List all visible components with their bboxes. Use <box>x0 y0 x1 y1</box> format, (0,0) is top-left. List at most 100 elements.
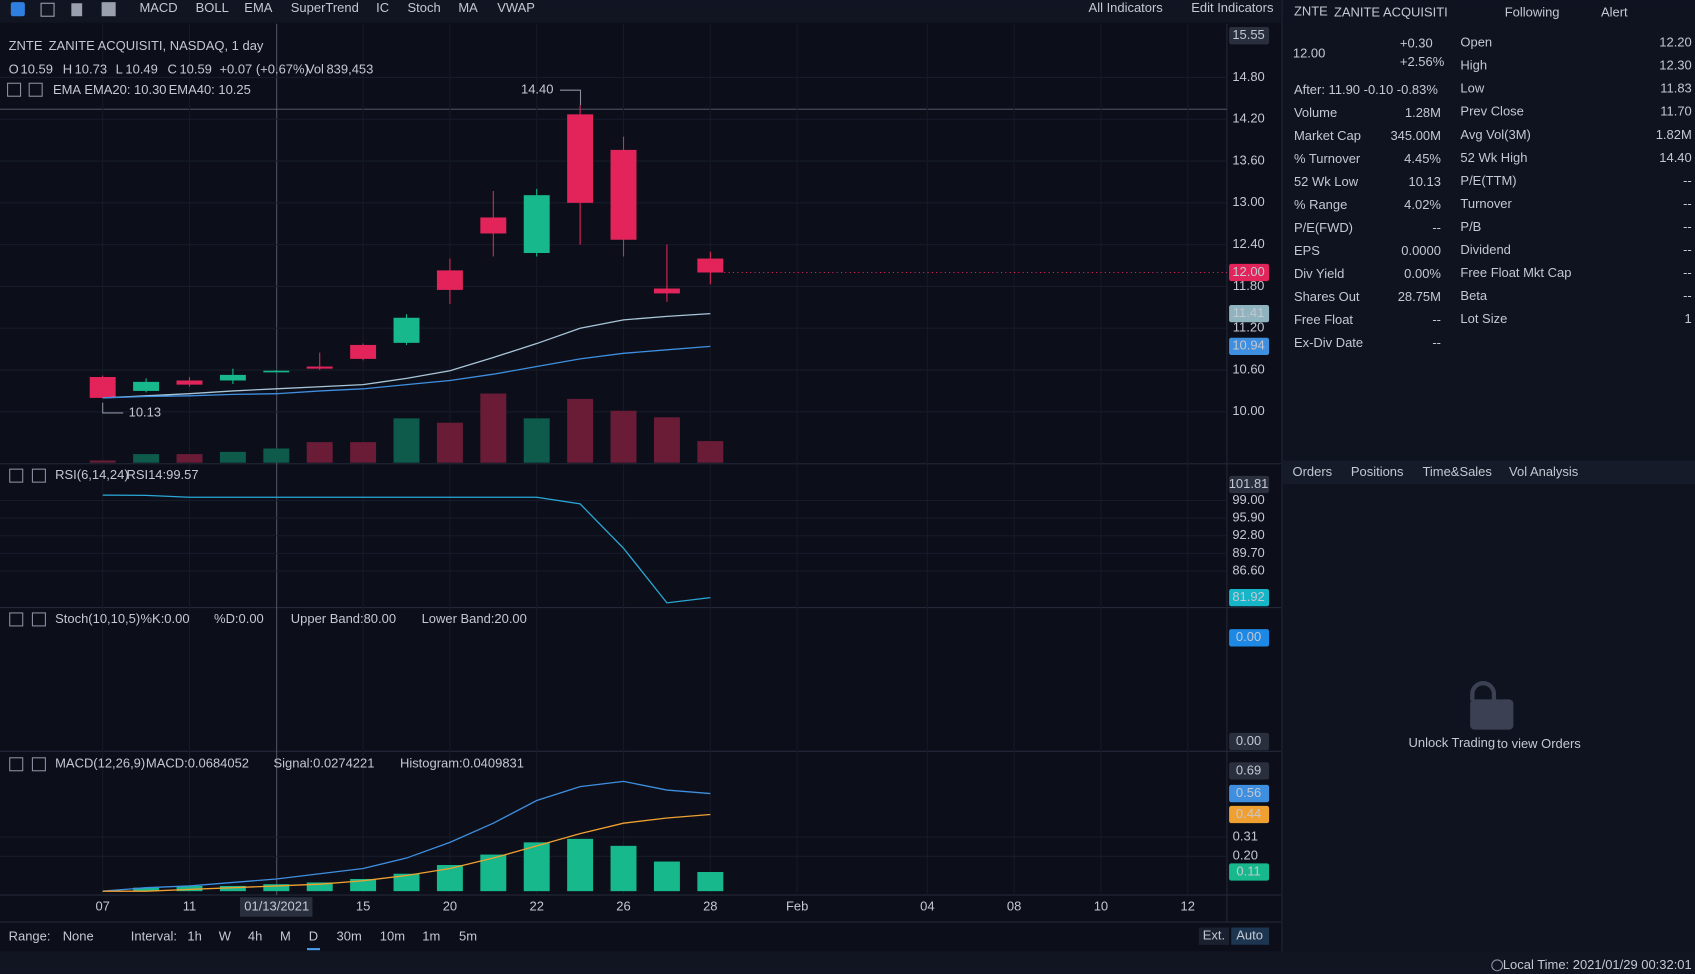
panel-tab[interactable]: Vol Analysis <box>1509 464 1579 479</box>
stat-label: EPS <box>1294 243 1320 258</box>
stat-value: -- <box>1683 196 1692 211</box>
stat-value: -- <box>1683 242 1692 257</box>
y-tick-label: 92.80 <box>1232 527 1264 542</box>
close-icon[interactable] <box>28 82 43 97</box>
stat-value: 11.70 <box>1660 104 1691 119</box>
volume-bar <box>653 417 680 463</box>
close-icon[interactable] <box>31 757 46 772</box>
indicator-button[interactable]: EMA <box>244 0 272 15</box>
legend-entry: RSI14:99.57 <box>126 467 198 482</box>
stat-value: -- <box>1432 335 1441 350</box>
stat-label: Turnover <box>1460 196 1512 211</box>
indicator-button[interactable]: Stoch <box>408 0 441 15</box>
interval-button[interactable]: M <box>280 929 291 944</box>
macd-line <box>102 813 711 892</box>
settings-icon[interactable] <box>9 612 24 627</box>
stat-label: Lot Size <box>1460 311 1507 326</box>
stat-value: 12.30 <box>1659 58 1691 73</box>
x-tick-label: Feb <box>786 898 808 913</box>
candle-body <box>653 288 680 294</box>
volume-bar <box>263 448 290 463</box>
histogram-bar <box>263 884 290 892</box>
indicator-button[interactable]: VWAP <box>497 0 535 15</box>
histogram-bar <box>350 878 377 892</box>
stat-value: 12.20 <box>1659 35 1691 50</box>
volume-bar <box>436 422 463 463</box>
icon[interactable] <box>10 2 25 17</box>
interval-button[interactable]: 30m <box>337 929 362 944</box>
interval-button[interactable]: 5m <box>459 929 477 944</box>
close-icon[interactable] <box>31 468 46 483</box>
ohlc-legend: 10.49 <box>125 62 157 77</box>
candle-body <box>610 149 637 240</box>
toolbar-icons[interactable] <box>10 2 116 17</box>
interval-button[interactable]: D <box>309 929 318 944</box>
ohlc-legend: 10.59 <box>179 62 211 77</box>
candle-body <box>133 381 160 391</box>
price-tag <box>1229 27 1270 45</box>
panel-tab[interactable]: Time&Sales <box>1422 464 1492 479</box>
stat-value: 0.00% <box>1404 266 1441 281</box>
legend-entry: MACD:0.0684052 <box>146 756 249 771</box>
icon[interactable] <box>71 3 83 17</box>
indicator-title: RSI(6,14,24) <box>55 467 129 482</box>
candle-body <box>306 366 333 369</box>
price-tag-label: 15.55 <box>1232 27 1264 42</box>
indicator-button[interactable]: IC <box>376 0 389 15</box>
interval-button[interactable]: W <box>219 929 232 944</box>
candle-body <box>263 370 290 373</box>
edit-indicators[interactable]: Edit Indicators <box>1191 0 1274 15</box>
histogram-bar <box>567 838 594 892</box>
unlock-link[interactable]: Unlock Trading <box>1409 735 1496 750</box>
settings-icon[interactable] <box>9 757 24 772</box>
stat-label: High <box>1460 58 1487 73</box>
price-tag <box>1229 732 1270 751</box>
indicator-button[interactable]: SuperTrend <box>291 0 359 15</box>
interval-button[interactable]: 10m <box>380 929 405 944</box>
stat-label: % Turnover <box>1294 151 1361 166</box>
y-tick-label: 86.60 <box>1232 562 1264 577</box>
candle-body <box>176 380 203 385</box>
local-time: Local Time: 2021/01/29 00:32:01 <box>1503 957 1692 972</box>
volume-bar <box>480 393 507 463</box>
range-select[interactable]: None <box>63 929 94 944</box>
y-tick-label: 0.31 <box>1233 829 1258 844</box>
panel-tab[interactable]: Orders <box>1293 464 1333 479</box>
auto-button-bg[interactable] <box>1231 927 1270 945</box>
candle-body <box>697 258 724 273</box>
interval-button[interactable]: 1m <box>422 929 440 944</box>
x-tick-label: 12 <box>1181 898 1195 913</box>
x-tick-label: 11 <box>183 898 196 913</box>
interval-button[interactable]: 1h <box>187 929 201 944</box>
price-tag <box>1229 304 1270 323</box>
legend-entry: %K:0.00 <box>141 611 190 626</box>
icon[interactable] <box>101 2 116 17</box>
histogram-bar <box>610 845 637 892</box>
refresh-icon[interactable] <box>1491 959 1504 972</box>
candle-body <box>89 376 116 398</box>
alert-button[interactable]: Alert <box>1601 4 1628 19</box>
chart-subtitle: ZANITE ACQUISITI, NASDAQ, 1 day <box>49 38 264 53</box>
indicator-title: Stoch(10,10,5) <box>55 611 140 626</box>
settings-icon[interactable] <box>7 82 22 97</box>
interval-button[interactable]: 4h <box>248 929 262 944</box>
legend-entry: Upper Band:80.00 <box>291 611 396 626</box>
ext-button[interactable]: Ext. <box>1203 928 1225 943</box>
icon[interactable] <box>40 2 55 17</box>
indicator-title: MACD(12,26,9) <box>55 756 145 771</box>
all-indicators[interactable]: All Indicators <box>1089 0 1164 15</box>
stat-value: -- <box>1432 220 1441 235</box>
settings-icon[interactable] <box>9 468 24 483</box>
stat-value: -- <box>1683 265 1692 280</box>
indicator-button[interactable]: BOLL <box>196 0 229 15</box>
close-icon[interactable] <box>31 612 46 627</box>
indicator-button[interactable]: MACD <box>139 0 177 15</box>
panel-tab[interactable]: Positions <box>1351 464 1404 479</box>
ext-button-bg[interactable] <box>1198 927 1230 945</box>
indicator-button[interactable]: MA <box>458 0 478 15</box>
stat-value: 4.45% <box>1404 151 1441 166</box>
follow-button[interactable]: Following <box>1505 4 1560 19</box>
auto-button[interactable]: Auto <box>1236 928 1263 943</box>
chart-symbol: ZNTE <box>9 38 43 53</box>
